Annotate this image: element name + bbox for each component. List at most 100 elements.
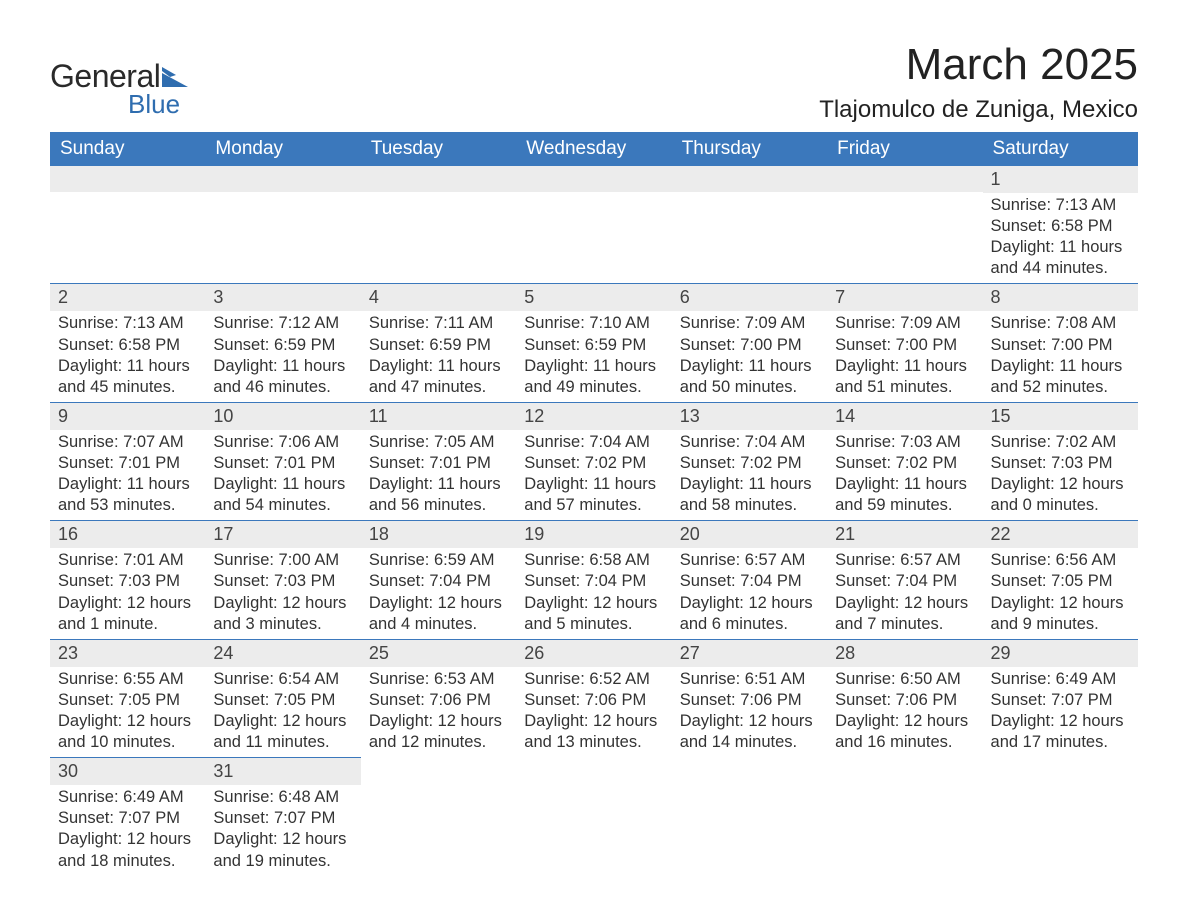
day-number (50, 166, 205, 192)
day-number: 2 (50, 284, 205, 311)
day-details: Sunrise: 6:52 AMSunset: 7:06 PMDaylight:… (516, 667, 671, 757)
sunrise-text: Sunrise: 7:03 AM (835, 432, 974, 453)
sunrise-text: Sunrise: 7:13 AM (991, 195, 1130, 216)
sunset-text: Sunset: 7:06 PM (369, 690, 508, 711)
calendar-cell (516, 758, 671, 876)
sunset-text: Sunset: 7:01 PM (58, 453, 197, 474)
day-details (672, 784, 827, 862)
day-details: Sunrise: 6:56 AMSunset: 7:05 PMDaylight:… (983, 548, 1138, 638)
dayhead-tue: Tuesday (361, 132, 516, 166)
month-title: March 2025 (819, 40, 1138, 90)
dayhead-mon: Monday (205, 132, 360, 166)
calendar-body: 1Sunrise: 7:13 AMSunset: 6:58 PMDaylight… (50, 166, 1138, 876)
day-details: Sunrise: 7:09 AMSunset: 7:00 PMDaylight:… (827, 311, 982, 401)
calendar-week: 9Sunrise: 7:07 AMSunset: 7:01 PMDaylight… (50, 402, 1138, 520)
day-details: Sunrise: 6:54 AMSunset: 7:05 PMDaylight:… (205, 667, 360, 757)
day-number: 30 (50, 758, 205, 785)
day-number (516, 758, 671, 784)
daylight-text: Daylight: 11 hours and 54 minutes. (213, 474, 352, 516)
daylight-text: Daylight: 11 hours and 58 minutes. (680, 474, 819, 516)
sunrise-text: Sunrise: 6:55 AM (58, 669, 197, 690)
calendar-cell: 2Sunrise: 7:13 AMSunset: 6:58 PMDaylight… (50, 284, 205, 402)
day-details: Sunrise: 6:49 AMSunset: 7:07 PMDaylight:… (50, 785, 205, 875)
sunset-text: Sunset: 7:06 PM (524, 690, 663, 711)
dayhead-fri: Friday (827, 132, 982, 166)
day-number: 1 (983, 166, 1138, 193)
calendar-cell: 4Sunrise: 7:11 AMSunset: 6:59 PMDaylight… (361, 284, 516, 402)
daylight-text: Daylight: 12 hours and 9 minutes. (991, 593, 1130, 635)
sunset-text: Sunset: 7:01 PM (213, 453, 352, 474)
calendar-week: 16Sunrise: 7:01 AMSunset: 7:03 PMDayligh… (50, 521, 1138, 639)
day-details (361, 192, 516, 270)
sunset-text: Sunset: 7:03 PM (991, 453, 1130, 474)
day-number: 27 (672, 640, 827, 667)
sunset-text: Sunset: 7:06 PM (835, 690, 974, 711)
day-number: 16 (50, 521, 205, 548)
day-number: 5 (516, 284, 671, 311)
day-details: Sunrise: 7:10 AMSunset: 6:59 PMDaylight:… (516, 311, 671, 401)
sunrise-text: Sunrise: 6:59 AM (369, 550, 508, 571)
sunset-text: Sunset: 7:04 PM (369, 571, 508, 592)
sunset-text: Sunset: 6:59 PM (213, 335, 352, 356)
day-details: Sunrise: 7:03 AMSunset: 7:02 PMDaylight:… (827, 430, 982, 520)
daylight-text: Daylight: 12 hours and 14 minutes. (680, 711, 819, 753)
calendar-cell: 20Sunrise: 6:57 AMSunset: 7:04 PMDayligh… (672, 521, 827, 639)
calendar-cell: 9Sunrise: 7:07 AMSunset: 7:01 PMDaylight… (50, 402, 205, 520)
day-number: 29 (983, 640, 1138, 667)
day-details: Sunrise: 6:49 AMSunset: 7:07 PMDaylight:… (983, 667, 1138, 757)
day-number: 24 (205, 640, 360, 667)
sunset-text: Sunset: 6:59 PM (524, 335, 663, 356)
sunset-text: Sunset: 7:04 PM (680, 571, 819, 592)
day-number: 13 (672, 403, 827, 430)
brand-logo: General Blue (50, 40, 188, 120)
calendar-cell (672, 758, 827, 876)
sunset-text: Sunset: 6:59 PM (369, 335, 508, 356)
calendar-cell (205, 166, 360, 284)
calendar-cell: 10Sunrise: 7:06 AMSunset: 7:01 PMDayligh… (205, 402, 360, 520)
calendar-cell: 3Sunrise: 7:12 AMSunset: 6:59 PMDaylight… (205, 284, 360, 402)
sunrise-text: Sunrise: 6:50 AM (835, 669, 974, 690)
daylight-text: Daylight: 11 hours and 49 minutes. (524, 356, 663, 398)
sunrise-text: Sunrise: 7:06 AM (213, 432, 352, 453)
daylight-text: Daylight: 12 hours and 6 minutes. (680, 593, 819, 635)
day-number (516, 166, 671, 192)
daylight-text: Daylight: 11 hours and 44 minutes. (991, 237, 1130, 279)
dayhead-wed: Wednesday (516, 132, 671, 166)
day-details: Sunrise: 7:01 AMSunset: 7:03 PMDaylight:… (50, 548, 205, 638)
day-details (361, 784, 516, 862)
dayhead-sun: Sunday (50, 132, 205, 166)
sunrise-text: Sunrise: 7:07 AM (58, 432, 197, 453)
day-number (827, 758, 982, 784)
daylight-text: Daylight: 12 hours and 5 minutes. (524, 593, 663, 635)
sunset-text: Sunset: 7:00 PM (835, 335, 974, 356)
day-details: Sunrise: 7:06 AMSunset: 7:01 PMDaylight:… (205, 430, 360, 520)
daylight-text: Daylight: 12 hours and 0 minutes. (991, 474, 1130, 516)
sunrise-text: Sunrise: 7:05 AM (369, 432, 508, 453)
calendar-cell: 8Sunrise: 7:08 AMSunset: 7:00 PMDaylight… (983, 284, 1138, 402)
day-details (672, 192, 827, 270)
sunset-text: Sunset: 7:02 PM (680, 453, 819, 474)
sunrise-text: Sunrise: 6:58 AM (524, 550, 663, 571)
sunset-text: Sunset: 7:07 PM (991, 690, 1130, 711)
day-details (983, 784, 1138, 862)
day-number: 14 (827, 403, 982, 430)
sunrise-text: Sunrise: 6:49 AM (58, 787, 197, 808)
sunrise-text: Sunrise: 7:10 AM (524, 313, 663, 334)
day-details (516, 784, 671, 862)
calendar-cell: 24Sunrise: 6:54 AMSunset: 7:05 PMDayligh… (205, 639, 360, 757)
sunset-text: Sunset: 7:06 PM (680, 690, 819, 711)
sunrise-text: Sunrise: 7:04 AM (680, 432, 819, 453)
calendar-cell (50, 166, 205, 284)
day-details (827, 784, 982, 862)
sunset-text: Sunset: 7:03 PM (58, 571, 197, 592)
dayhead-sat: Saturday (983, 132, 1138, 166)
daylight-text: Daylight: 12 hours and 17 minutes. (991, 711, 1130, 753)
sunset-text: Sunset: 7:04 PM (835, 571, 974, 592)
calendar-cell: 18Sunrise: 6:59 AMSunset: 7:04 PMDayligh… (361, 521, 516, 639)
calendar-cell (827, 758, 982, 876)
calendar-cell (361, 166, 516, 284)
day-details: Sunrise: 7:04 AMSunset: 7:02 PMDaylight:… (672, 430, 827, 520)
header: General Blue March 2025 Tlajomulco de Zu… (50, 40, 1138, 124)
calendar-cell: 15Sunrise: 7:02 AMSunset: 7:03 PMDayligh… (983, 402, 1138, 520)
sunrise-text: Sunrise: 6:56 AM (991, 550, 1130, 571)
